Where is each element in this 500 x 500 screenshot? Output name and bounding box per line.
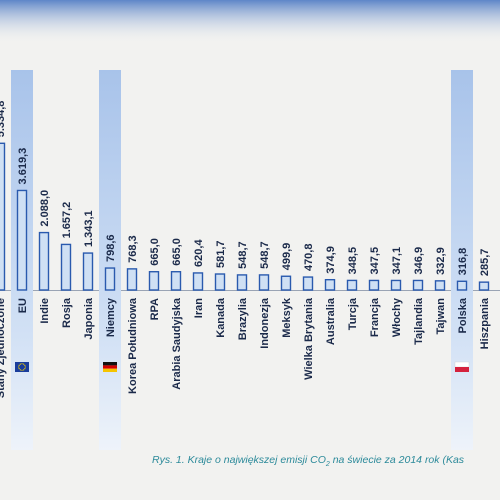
bar [60,243,72,291]
category-label: Meksyk [281,297,293,338]
bar [192,272,204,291]
value-label: 347,1 [391,247,403,275]
highlight-band [451,70,473,450]
bar [280,275,292,291]
category-label: Tajwan [435,298,447,335]
category-label: RPA [149,298,161,320]
bar [236,274,248,291]
eu-flag-icon [15,362,29,372]
category-label: Hiszpania [479,297,491,349]
category-label: Kanada [215,297,227,338]
value-label: 1.343,1 [83,210,95,247]
bar [170,271,182,291]
category-label: Indonezja [259,297,271,349]
bar [478,281,490,291]
value-label: 620,4 [193,239,205,267]
value-label: 3.619,3 [17,148,29,185]
bar [38,231,50,291]
value-label: 316,8 [457,248,469,276]
poland-flag-icon [454,361,470,372]
value-label: 548,7 [259,241,271,269]
category-label: EU [17,298,29,313]
value-label: 2.088,0 [39,190,51,227]
value-label: 346,9 [413,247,425,275]
bar [346,279,358,291]
value-label: 470,8 [303,244,315,272]
bar [368,279,380,291]
value-label: 768,3 [127,235,139,263]
category-label: Stany Zjednoczone [0,298,7,398]
category-label: Niemcy [105,297,117,337]
value-label: 332,9 [435,247,447,275]
bar [148,271,160,291]
category-label: Włochy [391,297,403,337]
value-label: 665,0 [171,238,183,266]
category-label: Wielka Brytania [303,297,315,380]
category-label: Francja [369,297,381,337]
bar [412,279,424,291]
value-label: 548,7 [237,241,249,269]
value-label: 1.657,2 [61,202,73,239]
bar [214,273,226,291]
category-label: Arabia Saudyjska [171,297,183,390]
category-label: Australia [325,297,337,345]
bar [82,252,94,291]
caption-suffix: na świecie za 2014 rok (Kas [329,454,465,466]
category-label: Japonia [83,297,95,339]
bar [0,142,6,291]
highlight-band [99,70,121,450]
category-label: Tajlandia [413,297,425,345]
category-label: Indie [39,298,51,324]
bar [456,280,468,291]
bar [434,280,446,291]
category-label: Rosja [61,297,73,328]
bar [302,276,314,291]
bar [324,278,336,291]
value-label: 285,7 [479,249,491,277]
bar [126,268,138,291]
bar [258,274,270,291]
header-band [0,0,500,44]
value-label: 665,0 [149,238,161,266]
caption-prefix: Rys. 1. Kraje o największej emisji CO [152,454,326,466]
bar [390,279,402,291]
category-label: Korea Południowa [127,297,139,394]
value-label: 798,6 [105,235,117,263]
bar [16,189,28,291]
category-label: Iran [193,298,205,318]
value-label: 581,7 [215,240,227,268]
value-label: 348,5 [347,247,359,275]
category-label: Brazylia [237,297,249,340]
value-label: 499,9 [281,243,293,271]
value-label: 5.334,8 [0,101,7,138]
value-label: 374,9 [325,246,337,274]
category-label: Polska [457,297,469,333]
figure-caption: Rys. 1. Kraje o największej emisji CO2 n… [152,454,500,468]
value-label: 347,5 [369,247,381,275]
caption-subscript: 2 [325,461,330,469]
germany-flag-icon [103,362,117,372]
bar [104,267,116,291]
category-label: Turcja [347,297,359,330]
